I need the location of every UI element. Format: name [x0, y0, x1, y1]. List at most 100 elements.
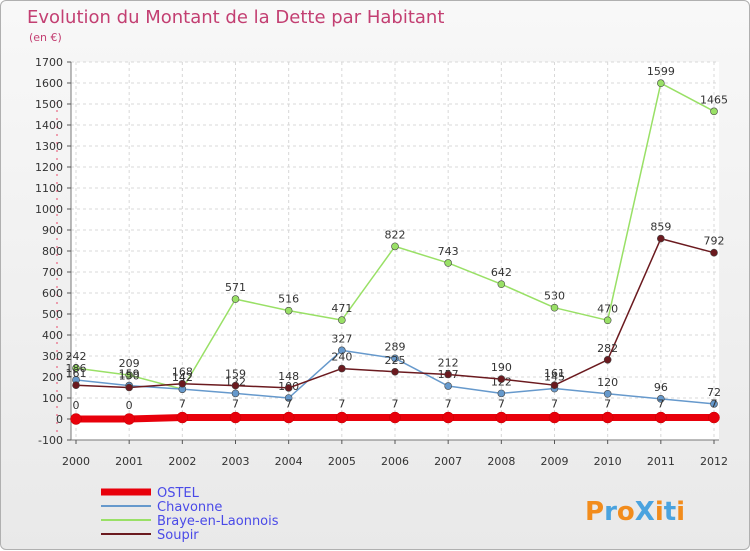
data-point — [708, 411, 720, 424]
y-axis-ticks: -100 0 100 200 300 400 500 600 700 800 900 1000 1100… — [35, 56, 71, 447]
y-tick-label: 900 — [42, 224, 63, 237]
y-tick-label: 300 — [42, 350, 63, 363]
data-point — [657, 395, 665, 403]
y-tick-label: 1700 — [35, 56, 63, 69]
x-tick-label: 2007 — [434, 455, 462, 468]
data-label: 72 — [707, 386, 721, 399]
data-point — [125, 371, 133, 379]
data-point — [338, 364, 346, 373]
series-chavonne: 1861591421221003272891571221451209672 — [66, 332, 721, 408]
data-label: 327 — [331, 332, 352, 345]
data-point — [548, 411, 561, 424]
data-point — [72, 364, 80, 372]
data-point — [176, 411, 189, 424]
data-point — [710, 400, 718, 408]
data-point — [178, 379, 187, 388]
x-axis-ticks: 2000 2001 2002 2003 2004 2005 2006 2007 2008 2009… — [62, 440, 728, 468]
series-ostel: 0 0 7 7 7 7 7 7 7 7 7 7 7 — [70, 398, 720, 425]
data-point — [603, 389, 612, 398]
data-label: 142 — [172, 371, 193, 384]
data-point — [603, 316, 612, 325]
data-point — [657, 79, 665, 88]
x-tick-label: 2001 — [115, 455, 143, 468]
data-label: 190 — [491, 361, 512, 374]
data-point — [231, 295, 240, 303]
data-label: 471 — [331, 302, 352, 315]
x-tick-label: 2012 — [700, 455, 728, 468]
x-tick-label: 2005 — [328, 455, 356, 468]
data-point — [655, 411, 667, 424]
data-label: 7 — [392, 398, 399, 411]
logo-letter: P — [585, 497, 604, 527]
x-tick-label: 2006 — [381, 455, 409, 468]
y-tick-label: 400 — [42, 329, 63, 342]
y-tick-label: 1600 — [35, 77, 63, 90]
x-tick-label: 2009 — [541, 455, 569, 468]
y-tick-label: 600 — [42, 287, 63, 300]
y-tick-label: 1000 — [35, 203, 63, 216]
y-tick-label: -100 — [38, 434, 63, 447]
legend-label: Braye-en-Laonnois — [157, 514, 279, 529]
data-label: 7 — [604, 398, 611, 411]
data-point — [282, 411, 295, 424]
y-tick-label: 1400 — [35, 119, 63, 132]
proxiti-logo: ProXiti — [583, 493, 703, 527]
logo-letter: r — [604, 497, 617, 527]
data-label: 0 — [126, 399, 133, 412]
y-tick-label: 200 — [42, 371, 63, 384]
x-tick-label: 2000 — [62, 455, 90, 468]
data-label: 242 — [66, 350, 87, 363]
x-tick-label: 2004 — [275, 455, 303, 468]
chart-title: Evolution du Montant de la Dette par Hab… — [27, 7, 444, 28]
data-point — [444, 382, 452, 390]
series-group: 242 209 142 571 516 471 822 743 642 530 470 1599 146… — [66, 65, 728, 425]
data-label: 145 — [544, 371, 565, 384]
data-point — [444, 259, 452, 267]
data-point — [497, 280, 506, 288]
data-label: 240 — [331, 351, 352, 364]
logo-letter: t — [664, 497, 676, 527]
data-point — [550, 381, 559, 389]
y-tick-label: 500 — [42, 308, 63, 321]
data-point — [391, 367, 399, 376]
data-point — [657, 234, 665, 243]
data-label: 859 — [650, 221, 671, 234]
data-label: 530 — [544, 290, 565, 303]
data-point — [391, 242, 399, 251]
data-label: 282 — [597, 342, 618, 355]
data-label: 159 — [119, 368, 140, 381]
data-label: 7 — [445, 398, 452, 411]
data-label: 7 — [711, 398, 718, 411]
data-point — [125, 383, 133, 392]
y-tick-label: 1300 — [35, 140, 63, 153]
data-label: 168 — [172, 366, 193, 379]
logo-letter: X — [635, 497, 655, 527]
data-point — [601, 411, 614, 424]
data-point — [338, 346, 346, 355]
data-point — [444, 370, 452, 379]
data-label: 120 — [597, 376, 618, 389]
y-tick-label: 800 — [42, 245, 63, 258]
data-point — [550, 303, 559, 312]
data-label: 225 — [385, 354, 406, 367]
data-label: 743 — [438, 245, 459, 258]
y-tick-label: 1100 — [35, 182, 63, 195]
data-label: 150 — [119, 370, 140, 383]
data-point — [497, 375, 506, 383]
data-point — [231, 381, 240, 390]
data-label: 792 — [704, 235, 725, 248]
data-label: 7 — [232, 398, 239, 411]
data-label: 148 — [278, 370, 299, 383]
logo-letter: i — [655, 497, 664, 527]
data-label: 822 — [385, 228, 406, 241]
x-tick-label: 2003 — [222, 455, 250, 468]
y-tick-label: 0 — [56, 413, 63, 426]
y-tick-label: 1500 — [35, 98, 63, 111]
data-label: 96 — [654, 381, 668, 394]
data-label: 571 — [225, 281, 246, 294]
data-label: 159 — [225, 368, 246, 381]
legend-label: Soupir — [157, 528, 199, 543]
proxiti-logo-text: ProXiti — [585, 497, 685, 527]
